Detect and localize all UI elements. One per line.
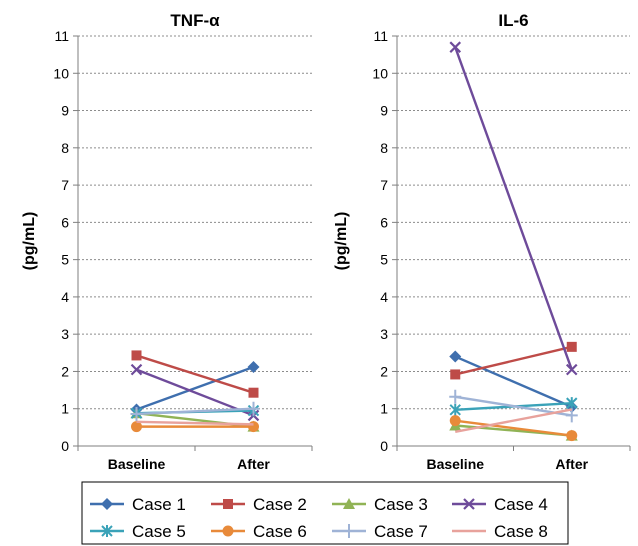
y-tick-label: 3 xyxy=(61,326,69,342)
legend-label: Case 5 xyxy=(132,522,186,541)
series-7 xyxy=(130,401,260,421)
chart-panel-1: 0 1 2 3 4 5 6 7 8 9 10 11 Baseline After TNF-α (pg/mL) xyxy=(21,11,313,472)
data-point xyxy=(247,360,260,373)
legend-item: Case 8 xyxy=(452,522,548,541)
y-tick-label: 2 xyxy=(380,363,388,379)
x-tick-label: After xyxy=(237,456,270,472)
y-tick-label: 6 xyxy=(61,214,69,230)
y-tick-label: 8 xyxy=(380,140,388,156)
data-point xyxy=(450,369,461,380)
x-tick-label: Baseline xyxy=(108,456,166,472)
y-tick-label: 10 xyxy=(53,65,69,81)
legend-item: Case 3 xyxy=(332,495,428,514)
data-point xyxy=(247,401,260,416)
legend-item: Case 5 xyxy=(90,522,186,541)
legend-marker xyxy=(343,524,355,538)
data-point xyxy=(131,350,142,361)
series-line xyxy=(136,420,254,426)
series-line xyxy=(136,368,254,417)
series-line xyxy=(454,46,573,370)
data-point xyxy=(449,41,462,53)
legend-marker xyxy=(223,499,233,509)
data-point xyxy=(449,350,462,363)
legend-item: Case 4 xyxy=(452,495,548,514)
data-point xyxy=(130,406,143,421)
legend-label: Case 2 xyxy=(253,495,307,514)
series-line xyxy=(136,407,254,416)
y-tick-label: 5 xyxy=(380,252,388,268)
legend-label: Case 3 xyxy=(374,495,428,514)
chart-title: IL-6 xyxy=(498,11,528,30)
legend-item: Case 6 xyxy=(211,522,307,541)
data-point xyxy=(248,387,259,398)
chart-panel-2: 0 1 2 3 4 5 6 7 8 9 10 11 Baseline After IL-6 (pg/mL) xyxy=(333,11,631,472)
legend: Case 1 Case 2 Case 3 Case 4 Case 5 Case 6 Case… xyxy=(81,481,569,545)
data-point xyxy=(449,415,461,427)
y-tick-label: 7 xyxy=(61,177,69,193)
legend-label: Case 1 xyxy=(132,495,186,514)
y-tick-label: 11 xyxy=(54,28,69,44)
y-tick-label: 0 xyxy=(61,438,69,454)
legend-label: Case 4 xyxy=(494,495,548,514)
series-6 xyxy=(449,415,578,442)
y-tick-label: 1 xyxy=(61,401,69,417)
data-point xyxy=(565,408,578,423)
data-point xyxy=(565,363,578,376)
y-tick-label: 4 xyxy=(61,289,69,305)
y-tick-label: 7 xyxy=(380,177,388,193)
series-7 xyxy=(449,389,578,423)
y-tick-label: 2 xyxy=(61,363,69,379)
data-point xyxy=(248,421,259,433)
series-line xyxy=(454,355,573,408)
legend-item: Case 7 xyxy=(332,522,428,541)
y-tick-label: 1 xyxy=(380,401,388,417)
y-tick-label: 5 xyxy=(61,252,69,268)
y-tick-label: 9 xyxy=(380,103,388,119)
series-line xyxy=(136,365,254,411)
chart-title: TNF-α xyxy=(170,11,220,30)
legend-label: Case 7 xyxy=(374,522,428,541)
legend-box xyxy=(81,481,569,545)
data-point xyxy=(566,430,578,442)
series-8 xyxy=(136,420,254,426)
series-line xyxy=(454,345,573,376)
y-tick-label: 3 xyxy=(380,326,388,342)
legend-marker xyxy=(101,498,113,510)
y-tick-label: 11 xyxy=(373,28,388,44)
x-tick-label: Baseline xyxy=(426,456,484,472)
legend-marker xyxy=(101,525,113,537)
data-point xyxy=(449,389,462,404)
legend-item: Case 2 xyxy=(211,495,307,514)
y-tick-label: 9 xyxy=(61,103,69,119)
x-tick-label: After xyxy=(555,456,588,472)
series-line xyxy=(136,354,254,394)
y-axis-label: (pg/mL) xyxy=(21,212,38,271)
y-tick-label: 4 xyxy=(380,289,388,305)
data-point xyxy=(566,397,578,410)
y-tick-label: 8 xyxy=(61,140,69,156)
data-point xyxy=(449,403,461,416)
legend-marker xyxy=(222,525,234,537)
legend-item: Case 1 xyxy=(90,495,186,514)
data-point xyxy=(131,421,142,433)
series-4 xyxy=(449,41,578,376)
y-axis-label: (pg/mL) xyxy=(333,212,350,271)
data-point xyxy=(566,341,577,352)
y-tick-label: 0 xyxy=(380,438,388,454)
data-point xyxy=(130,363,143,376)
legend-marker xyxy=(463,498,475,510)
legend-marker xyxy=(343,498,355,509)
series-2 xyxy=(131,350,259,398)
series-line xyxy=(455,419,572,437)
series-2 xyxy=(450,341,577,380)
y-tick-label: 6 xyxy=(380,214,388,230)
series-8 xyxy=(455,408,572,434)
legend-label: Case 8 xyxy=(494,522,548,541)
series-line xyxy=(455,408,572,434)
y-tick-label: 10 xyxy=(372,65,388,81)
legend-label: Case 6 xyxy=(253,522,307,541)
